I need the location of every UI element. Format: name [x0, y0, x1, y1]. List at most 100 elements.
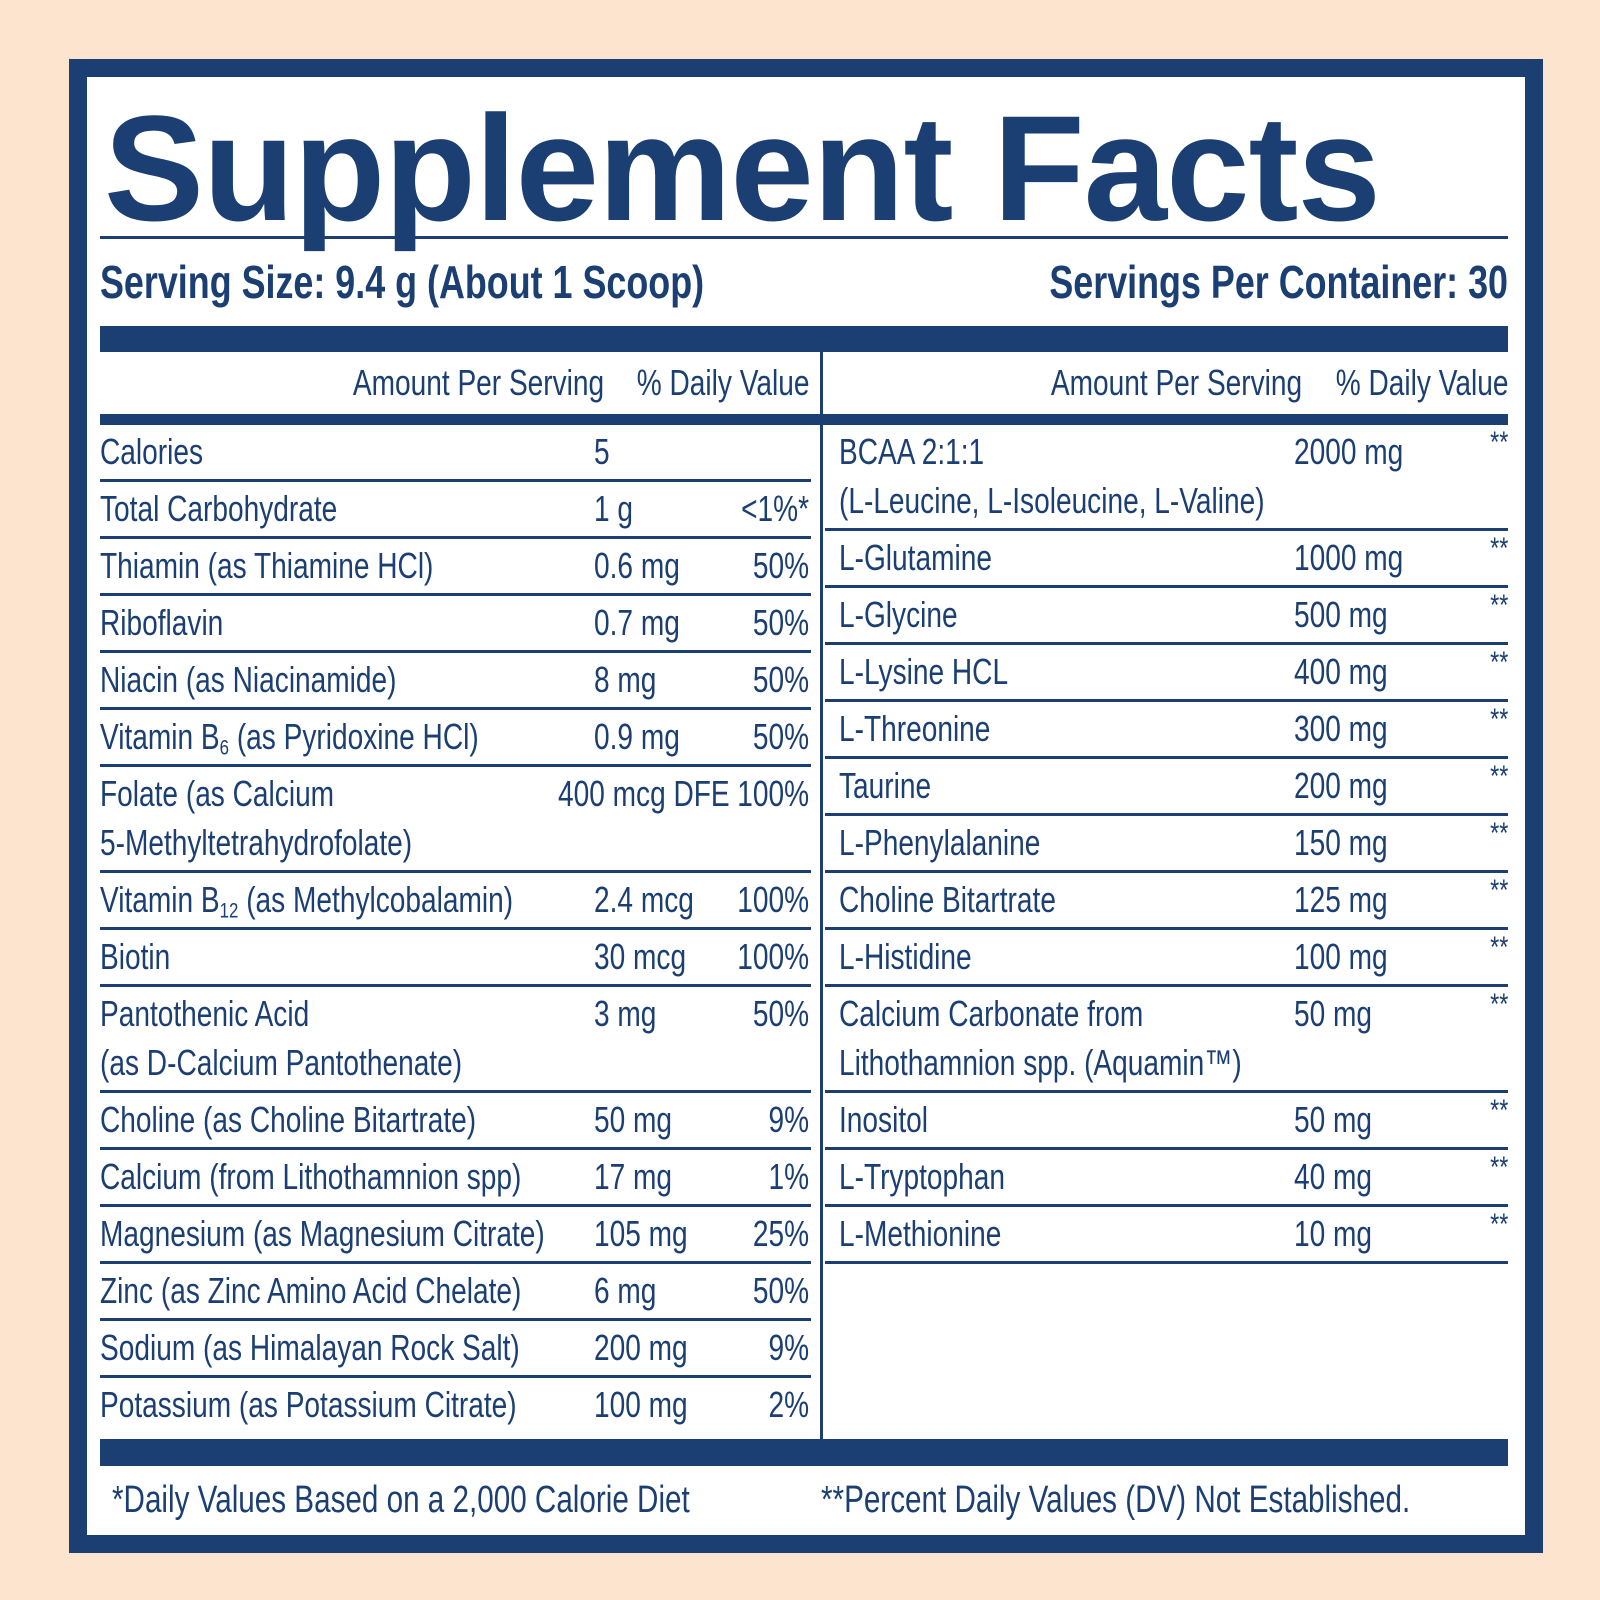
ingredient-name: L-Lysine HCL — [839, 651, 1009, 692]
table-row: Vitamin B6 (as Pyridoxine HCl) 0.9 mg 50% — [100, 710, 811, 767]
amount: 125 mg — [1294, 879, 1388, 920]
header-rule — [100, 414, 1508, 425]
amount: 100 mg — [1294, 936, 1388, 977]
table-row: L-Tryptophan 40 mg ** — [825, 1150, 1508, 1207]
table-row: L-Lysine HCL 400 mg ** — [825, 645, 1508, 702]
table-row: Choline Bitartrate 125 mg ** — [825, 873, 1508, 930]
amount: 200 mg — [594, 1327, 688, 1368]
ingredient-name: Biotin — [100, 936, 171, 977]
daily-value: 50% — [752, 602, 809, 643]
ingredient-name: Sodium (as Himalayan Rock Salt) — [100, 1327, 520, 1368]
table-row: L-Glutamine 1000 mg ** — [825, 531, 1508, 588]
ingredient-name: Calories — [100, 431, 203, 472]
daily-value: 100% — [737, 936, 809, 977]
column-header: Amount Per Serving — [352, 362, 604, 403]
table-row: Potassium (as Potassium Citrate) 100 mg 2% — [100, 1378, 811, 1435]
name-text: Vitamin B — [100, 716, 220, 757]
daily-value: ** — [1489, 1094, 1508, 1127]
daily-value: ** — [1489, 931, 1508, 964]
daily-value: ** — [1489, 589, 1508, 622]
daily-value: 2% — [768, 1384, 809, 1425]
amount: 10 mg — [1294, 1213, 1373, 1254]
daily-value: 50% — [752, 1270, 809, 1311]
amount: 150 mg — [1294, 822, 1388, 863]
ingredient-name: Pantothenic Acid — [100, 993, 310, 1034]
daily-value: 50% — [752, 716, 809, 757]
serving-size: Serving Size: 9.4 g (About 1 Scoop) — [100, 256, 705, 308]
table-row: Taurine 200 mg ** — [825, 759, 1508, 816]
ingredient-name: Potassium (as Potassium Citrate) — [100, 1384, 517, 1425]
ingredient-name: (as D-Calcium Pantothenate) — [100, 1042, 463, 1083]
amount: 50 mg — [594, 1099, 673, 1140]
table-row: Calcium Carbonate from Lithothamnion spp.… — [825, 987, 1508, 1093]
daily-value: 50% — [752, 993, 809, 1034]
ingredient-name: Vitamin B12 (as Methylcobalamin) — [100, 876, 513, 924]
daily-value: 100% — [737, 879, 809, 920]
column-divider — [820, 352, 823, 1440]
daily-value: ** — [1489, 532, 1508, 565]
ingredient-name: Calcium Carbonate from — [839, 993, 1144, 1034]
ingredient-name: L-Tryptophan — [839, 1156, 1005, 1197]
footnote: **Percent Daily Values (DV) Not Establis… — [821, 1479, 1411, 1521]
ingredient-name: Choline (as Choline Bitartrate) — [100, 1099, 477, 1140]
amount: 2.4 mcg — [594, 879, 694, 920]
table-row: L-Phenylalanine 150 mg ** — [825, 816, 1508, 873]
ingredient-name: BCAA 2:1:1 — [839, 431, 985, 472]
amount: 5 — [594, 431, 610, 472]
daily-value: ** — [1489, 988, 1508, 1021]
table-row: Magnesium (as Magnesium Citrate) 105 mg 25… — [100, 1207, 811, 1264]
daily-value: ** — [1489, 646, 1508, 679]
daily-value: ** — [1489, 426, 1508, 459]
ingredient-name: L-Phenylalanine — [839, 822, 1041, 863]
amount: 1000 mg — [1294, 537, 1404, 578]
amount: 6 mg — [594, 1270, 657, 1311]
name-subscript: 6 — [219, 734, 230, 760]
amount: 300 mg — [1294, 708, 1388, 749]
table-row: Niacin (as Niacinamide) 8 mg 50% — [100, 653, 811, 710]
table-row: Calories 5 — [100, 425, 811, 482]
title: Supplement Facts — [104, 84, 1381, 252]
table-row: Inositol 50 mg ** — [825, 1093, 1508, 1150]
amount: 105 mg — [594, 1213, 688, 1254]
amount: 8 mg — [594, 659, 657, 700]
amount: 50 mg — [1294, 993, 1373, 1034]
ingredient-name: Thiamin (as Thiamine HCl) — [100, 545, 434, 586]
rule — [100, 236, 1508, 239]
ingredient-name: (L-Leucine, L-Isoleucine, L-Valine) — [839, 480, 1265, 521]
table-row: L-Threonine 300 mg ** — [825, 702, 1508, 759]
footnote: *Daily Values Based on a 2,000 Calorie D… — [112, 1479, 690, 1521]
daily-value: 25% — [752, 1213, 809, 1254]
servings-per-container: Servings Per Container: 30 — [1049, 256, 1508, 308]
name-text: (as Pyridoxine HCl) — [229, 716, 479, 757]
amount: 2000 mg — [1294, 431, 1404, 472]
table-row: Choline (as Choline Bitartrate) 50 mg 9% — [100, 1093, 811, 1150]
ingredient-name: Magnesium (as Magnesium Citrate) — [100, 1213, 545, 1254]
daily-value: 1% — [768, 1156, 809, 1197]
table-row: Total Carbohydrate 1 g <1%* — [100, 482, 811, 539]
daily-value: 50% — [752, 659, 809, 700]
table-row: L-Histidine 100 mg ** — [825, 930, 1508, 987]
ingredient-name: Vitamin B6 (as Pyridoxine HCl) — [100, 713, 479, 761]
amount: 0.9 mg — [594, 716, 680, 757]
ingredient-name: Calcium (from Lithothamnion spp) — [100, 1156, 522, 1197]
daily-value: 9% — [768, 1327, 809, 1368]
daily-value: 9% — [768, 1099, 809, 1140]
table-row: Biotin 30 mcg 100% — [100, 930, 811, 987]
label-frame — [69, 59, 1543, 1553]
amount: 0.6 mg — [594, 545, 680, 586]
amount: 30 mcg — [594, 936, 687, 977]
table-row: Riboflavin 0.7 mg 50% — [100, 596, 811, 653]
daily-value: ** — [1489, 703, 1508, 736]
daily-value: ** — [1489, 817, 1508, 850]
daily-value: 50% — [752, 545, 809, 586]
amount: 0.7 mg — [594, 602, 680, 643]
daily-value: 100% — [737, 773, 809, 814]
ingredient-name: Taurine — [839, 765, 932, 806]
ingredient-name: 5-Methyltetrahydrofolate) — [100, 822, 413, 863]
daily-value: ** — [1489, 874, 1508, 907]
amount: 1 g — [594, 488, 634, 529]
table-row: L-Glycine 500 mg ** — [825, 588, 1508, 645]
ingredient-name: L-Histidine — [839, 936, 972, 977]
ingredient-name: L-Glutamine — [839, 537, 992, 578]
